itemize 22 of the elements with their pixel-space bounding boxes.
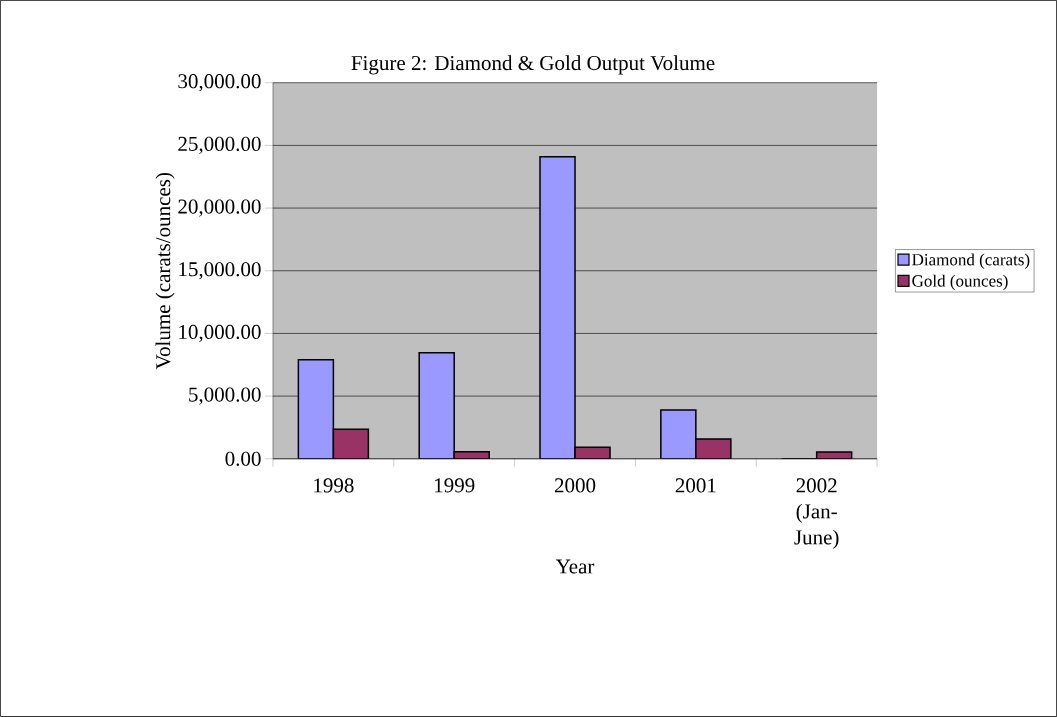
x-tick-label: 2002 (Jan-June) bbox=[794, 478, 839, 549]
y-tick-label: 30,000.00 bbox=[178, 74, 261, 92]
bar bbox=[298, 359, 334, 459]
x-tick-label: 1999 bbox=[435, 478, 475, 493]
chart-title: Figure 2: Diamond & Gold Output Volume bbox=[351, 55, 715, 75]
bar bbox=[540, 156, 576, 459]
legend-label: Diamond (carats) bbox=[912, 253, 1030, 269]
y-tick-label: 5,000.00 bbox=[189, 387, 261, 405]
bar bbox=[419, 352, 455, 459]
x-axis-title: Year bbox=[555, 559, 595, 574]
y-tick-label: 15,000.00 bbox=[179, 262, 261, 280]
x-tick-label: 2001 bbox=[675, 478, 716, 493]
x-tick-label: 1998 bbox=[314, 478, 354, 493]
legend-label: Gold (ounces) bbox=[912, 274, 1008, 291]
y-tick-label: 20,000.00 bbox=[178, 199, 261, 217]
y-tick-label: 0.00 bbox=[225, 451, 261, 466]
bar bbox=[660, 409, 696, 459]
y-tick-label: 25,000.00 bbox=[178, 136, 261, 155]
bar bbox=[333, 429, 369, 459]
x-tick-label: 2000 bbox=[554, 478, 596, 493]
y-tick-label: 10,000.00 bbox=[179, 324, 261, 343]
y-axis-title: Volume (carats/ounces) bbox=[155, 173, 175, 370]
